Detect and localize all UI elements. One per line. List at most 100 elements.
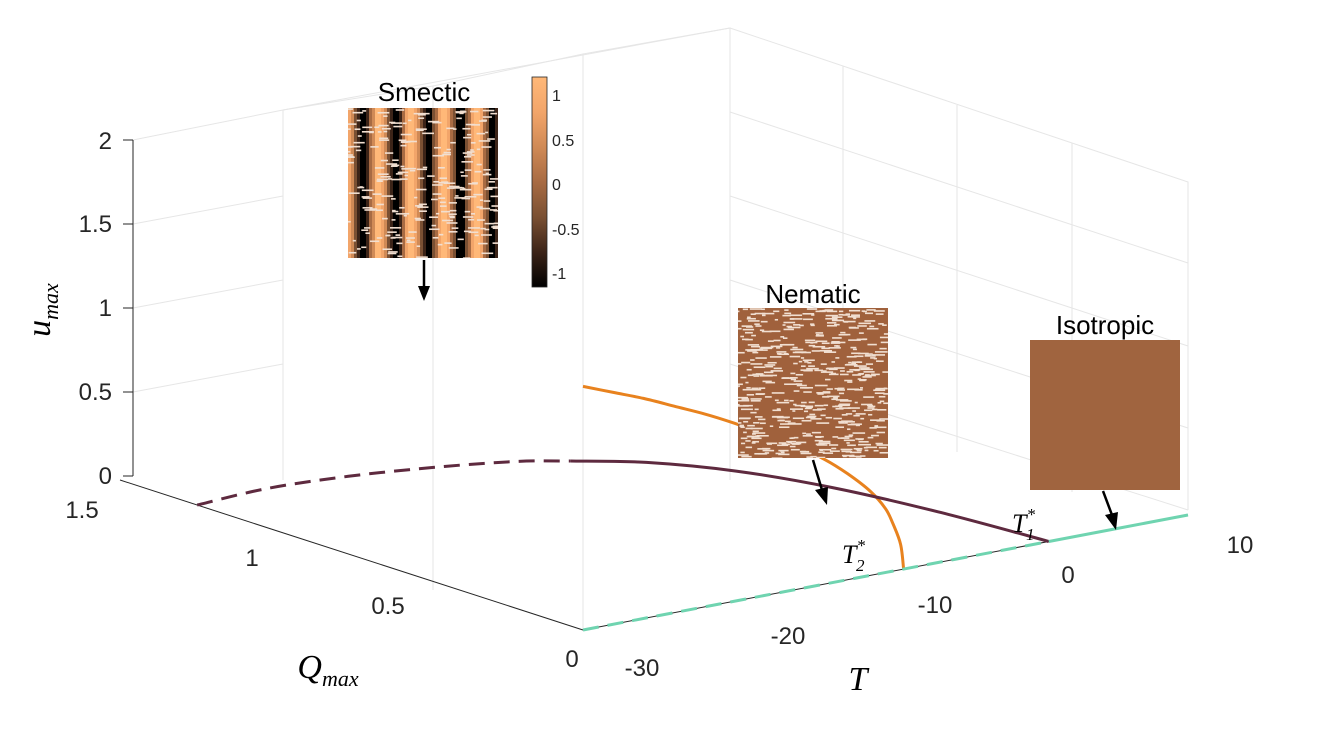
nematic-dash — [855, 424, 860, 427]
nematic-dash — [864, 409, 873, 412]
smectic-dash — [453, 187, 465, 189]
nematic-dash — [750, 313, 756, 316]
nematic-dash — [863, 371, 875, 373]
smectic-dash — [354, 128, 361, 131]
q-tick-labels: 0 0.5 1 1.5 — [65, 497, 578, 673]
smectic-dash — [362, 110, 367, 112]
smectic-dash — [463, 230, 472, 233]
nematic-dash — [834, 323, 840, 326]
nematic-dash — [828, 444, 839, 446]
nematic-dash — [810, 324, 815, 327]
nematic-dash — [785, 420, 791, 423]
smectic-dash — [443, 151, 451, 154]
smectic-dash — [433, 180, 440, 183]
nematic-dash — [833, 417, 842, 420]
nematic-dash — [742, 388, 756, 391]
nematic-dash — [743, 420, 749, 423]
nematic-dash — [816, 422, 830, 424]
nematic-dash — [839, 407, 851, 409]
smectic-dash — [484, 188, 493, 191]
nematic-dash — [741, 398, 750, 400]
q-tick-label: 0 — [565, 646, 578, 673]
nematic-dash — [784, 383, 797, 386]
smectic-dash — [382, 217, 388, 220]
nematic-dash — [782, 314, 791, 317]
nematic-dash — [840, 448, 853, 451]
smectic-stripe — [480, 108, 484, 258]
smectic-stripe — [486, 108, 490, 258]
nematic-dash — [802, 432, 807, 435]
nematic-dash — [776, 408, 781, 410]
smectic-dash — [459, 112, 464, 115]
smectic-dash — [476, 163, 482, 166]
t-tick-label: -10 — [918, 592, 953, 619]
nematic-inset-title: Nematic — [765, 279, 860, 309]
smectic-dash — [439, 205, 447, 207]
nematic-dash — [882, 371, 888, 373]
smectic-dash — [378, 124, 389, 127]
nematic-dash — [743, 431, 747, 434]
nematic-dash — [787, 326, 801, 329]
nematic-dash — [814, 404, 824, 407]
nematic-dash — [792, 417, 805, 420]
nematic-dash — [858, 322, 872, 325]
nematic-dash — [800, 357, 805, 359]
nematic-dash — [848, 434, 854, 436]
nematic-dash — [786, 325, 792, 328]
isotropic-arrow-head — [1105, 512, 1118, 530]
nematic-dash — [802, 435, 813, 437]
nematic-dash — [800, 365, 806, 368]
smectic-dash — [389, 227, 402, 229]
z-axis-label-main: u — [21, 320, 58, 337]
nematic-dash — [862, 376, 872, 378]
nematic-dash — [738, 396, 748, 399]
smectic-dash — [348, 154, 353, 156]
nematic-dash — [780, 451, 785, 454]
nematic-dash — [857, 325, 867, 327]
nematic-dash — [831, 340, 840, 343]
smectic-dash — [418, 177, 425, 180]
smectic-dash — [446, 187, 455, 189]
colorbar-tick: 0.5 — [552, 133, 574, 150]
nematic-dash — [795, 373, 804, 376]
nematic-dash — [819, 449, 824, 452]
colorbar-tick: -1 — [552, 266, 566, 283]
smectic-dash — [348, 128, 351, 130]
smectic-dash — [435, 212, 440, 215]
nematic-dash — [859, 379, 866, 382]
smectic-stripe — [381, 108, 385, 258]
smectic-dash — [400, 141, 408, 143]
nematic-dash — [847, 444, 856, 447]
nematic-dash — [808, 344, 816, 347]
smectic-dash — [481, 146, 492, 148]
nematic-dash — [754, 408, 759, 411]
smectic-dash — [376, 203, 384, 206]
nematic-dash — [789, 318, 803, 320]
smectic-dash — [473, 193, 483, 196]
nematic-dash — [820, 414, 826, 417]
nematic-dash — [876, 360, 880, 362]
nematic-dash — [741, 455, 752, 458]
smectic-dash — [361, 131, 374, 133]
smectic-dash — [431, 224, 437, 227]
nematic-dash — [782, 337, 788, 339]
z-axis-label: umax — [21, 283, 63, 337]
q-axis-label: Qmax — [297, 649, 358, 691]
smectic-dash — [352, 239, 356, 242]
smectic-dash — [432, 121, 442, 124]
nematic-dash — [752, 373, 763, 376]
q-tick-label: 1.5 — [65, 497, 98, 524]
t-tick-label: 0 — [1061, 562, 1074, 589]
smectic-dash — [464, 210, 471, 213]
smectic-dash — [348, 220, 351, 223]
smectic-dash — [404, 174, 409, 177]
nematic-dash — [854, 355, 864, 358]
smectic-dash — [406, 239, 411, 242]
smectic-dash — [348, 192, 360, 194]
nematic-dash — [783, 321, 796, 324]
smectic-dash — [462, 257, 471, 258]
nematic-dash — [844, 364, 858, 366]
z-tick-label: 2 — [99, 128, 112, 155]
nematic-dash — [754, 312, 766, 315]
nematic-dash — [808, 365, 815, 367]
